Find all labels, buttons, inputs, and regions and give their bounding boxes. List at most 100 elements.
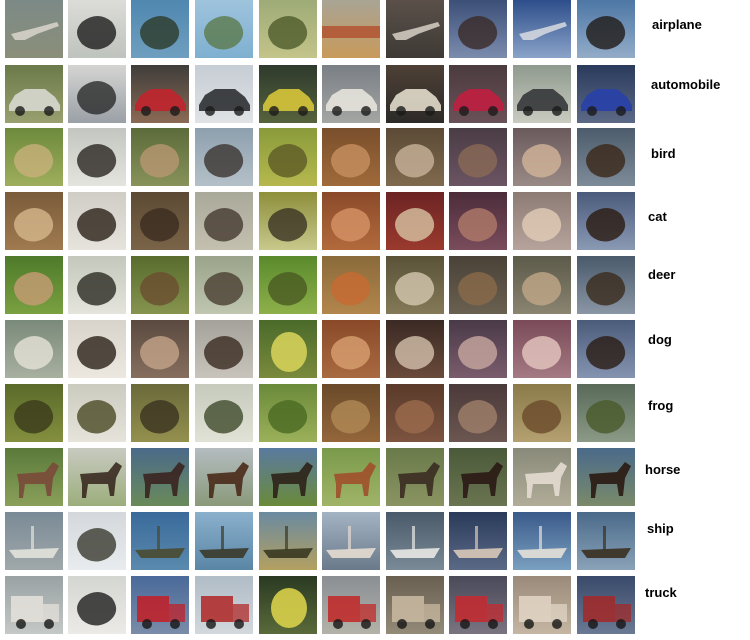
sample-image	[5, 192, 63, 250]
sample-image	[259, 65, 317, 123]
class-label-frog: frog	[648, 398, 674, 413]
sample-image	[386, 65, 444, 123]
sample-image	[577, 65, 635, 123]
sample-image	[386, 384, 444, 442]
sample-image	[259, 0, 317, 58]
sample-image	[131, 512, 189, 570]
sample-image	[131, 192, 189, 250]
sample-image	[131, 384, 189, 442]
sample-image	[68, 0, 126, 58]
sample-image	[5, 128, 63, 186]
sample-image	[5, 448, 63, 506]
class-label-ship: ship	[647, 521, 674, 536]
sample-image	[195, 448, 253, 506]
sample-image	[259, 320, 317, 378]
sample-image	[322, 256, 380, 314]
sample-image	[386, 192, 444, 250]
sample-image	[322, 192, 380, 250]
sample-image	[131, 128, 189, 186]
sample-image	[195, 0, 253, 58]
sample-image	[131, 256, 189, 314]
sample-image	[68, 192, 126, 250]
class-label-bird: bird	[651, 146, 676, 161]
sample-image	[322, 65, 380, 123]
sample-image	[259, 448, 317, 506]
sample-image	[195, 384, 253, 442]
sample-image	[513, 256, 571, 314]
sample-image	[577, 512, 635, 570]
sample-image	[195, 192, 253, 250]
sample-row-bird	[0, 128, 750, 186]
sample-image	[131, 576, 189, 634]
class-label-airplane: airplane	[652, 17, 702, 32]
sample-image	[259, 192, 317, 250]
sample-image	[513, 448, 571, 506]
sample-image	[577, 256, 635, 314]
sample-image	[449, 128, 507, 186]
class-label-horse: horse	[645, 462, 681, 477]
sample-image	[449, 448, 507, 506]
sample-row-frog	[0, 384, 750, 442]
sample-image	[577, 576, 635, 634]
sample-image	[195, 576, 253, 634]
sample-row-dog	[0, 320, 750, 378]
sample-image	[386, 512, 444, 570]
sample-image	[449, 512, 507, 570]
sample-image	[386, 448, 444, 506]
sample-image	[259, 512, 317, 570]
sample-image	[513, 128, 571, 186]
sample-image	[513, 384, 571, 442]
sample-image	[5, 384, 63, 442]
sample-image	[386, 576, 444, 634]
sample-image	[68, 128, 126, 186]
sample-image	[5, 0, 63, 58]
class-label-deer: deer	[648, 267, 676, 282]
sample-row-deer	[0, 256, 750, 314]
sample-image	[577, 448, 635, 506]
sample-image	[322, 448, 380, 506]
sample-image	[513, 512, 571, 570]
sample-row-automobile	[0, 65, 750, 123]
sample-image	[195, 320, 253, 378]
sample-image	[5, 320, 63, 378]
sample-image	[577, 320, 635, 378]
sample-image	[513, 0, 571, 58]
sample-image	[322, 576, 380, 634]
sample-image	[68, 576, 126, 634]
sample-image	[322, 0, 380, 58]
sample-image	[259, 256, 317, 314]
sample-image	[577, 128, 635, 186]
sample-image	[259, 128, 317, 186]
sample-image	[68, 448, 126, 506]
sample-image	[322, 320, 380, 378]
sample-image	[386, 128, 444, 186]
sample-image	[449, 0, 507, 58]
sample-image	[577, 0, 635, 58]
sample-image	[68, 256, 126, 314]
sample-image	[68, 320, 126, 378]
class-label-automobile: automobile	[651, 77, 721, 92]
sample-image	[131, 448, 189, 506]
sample-image	[577, 192, 635, 250]
sample-row-airplane	[0, 0, 750, 58]
sample-image	[195, 65, 253, 123]
sample-image	[259, 576, 317, 634]
sample-image	[449, 384, 507, 442]
sample-image	[68, 65, 126, 123]
sample-image	[322, 512, 380, 570]
sample-image	[259, 384, 317, 442]
sample-image	[322, 384, 380, 442]
sample-image	[131, 0, 189, 58]
sample-row-horse	[0, 448, 750, 506]
sample-image	[386, 0, 444, 58]
sample-image	[449, 320, 507, 378]
sample-image	[195, 512, 253, 570]
sample-row-cat	[0, 192, 750, 250]
sample-row-ship	[0, 512, 750, 570]
sample-image	[5, 256, 63, 314]
sample-image	[322, 128, 380, 186]
sample-image	[68, 384, 126, 442]
sample-row-truck	[0, 576, 750, 634]
sample-image	[513, 320, 571, 378]
